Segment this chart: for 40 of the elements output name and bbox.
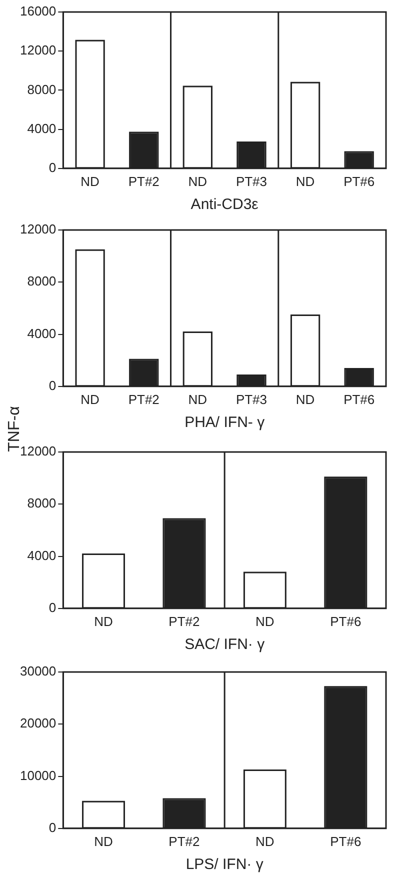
y-tick-label: 8000 [27, 274, 56, 289]
x-tick-label: ND [80, 174, 100, 189]
x-tick-label: ND [188, 392, 208, 407]
x-tick-label: PT#6 [330, 614, 362, 629]
x-axis-title: LPS/ IFN· γ [186, 856, 264, 874]
y-tick-label: 10000 [20, 768, 56, 783]
y-tick-label: 30000 [20, 664, 56, 679]
x-tick-label: PT#3 [236, 392, 268, 407]
y-tick-label: 0 [48, 378, 56, 393]
y-tick-label: 8000 [27, 496, 56, 511]
x-tick-label: ND [94, 834, 113, 849]
x-tick-label: ND [256, 614, 274, 629]
y-tick-label: 16000 [20, 4, 56, 19]
x-tick-label: ND [296, 392, 315, 407]
y-tick-label: 4000 [27, 120, 56, 136]
x-tick-label: PT#2 [168, 614, 200, 629]
y-tick-label: 0 [48, 600, 56, 615]
x-tick-label: ND [94, 614, 113, 629]
x-axis-title: SAC/ IFN· γ [184, 636, 266, 654]
x-tick-label: PT#3 [236, 174, 268, 189]
x-tick-label: PT#2 [128, 392, 160, 407]
y-tick-label: 0 [48, 820, 56, 835]
x-tick-label: ND [256, 834, 274, 849]
x-axis-title: Anti-CD3ε [190, 196, 259, 214]
y-tick-label: 4000 [27, 326, 56, 341]
x-tick-label: ND [188, 174, 208, 189]
y-tick-label: 8000 [27, 82, 56, 97]
x-axis-title: PHA/ IFN- γ [184, 414, 266, 432]
x-tick-label: PT#6 [344, 392, 375, 407]
x-tick-label: PT#6 [330, 834, 362, 849]
y-tick-label: 4000 [27, 548, 56, 563]
x-tick-label: ND [80, 392, 100, 407]
x-tick-label: PT#6 [344, 174, 375, 189]
x-tick-label: PT#2 [168, 834, 200, 849]
y-tick-label: 0 [48, 160, 56, 175]
x-tick-label: PT#2 [128, 174, 160, 189]
y-tick-label: 12000 [20, 42, 56, 58]
y-tick-label: 12000 [20, 222, 56, 237]
x-tick-label: ND [296, 174, 315, 189]
y-tick-label: 20000 [20, 716, 56, 731]
